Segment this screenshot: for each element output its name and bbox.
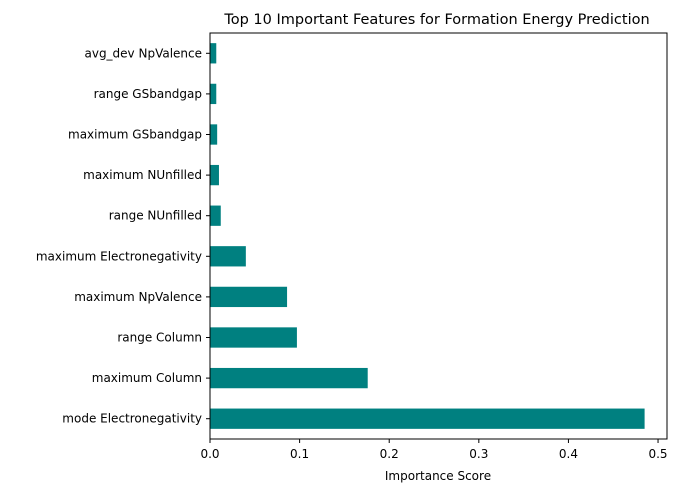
y-axis-ticks: mode Electronegativity maximum Column rang… xyxy=(36,46,210,426)
y-tick-label-7: maximum GSbandgap xyxy=(68,128,202,142)
y-tick-label-1: maximum Column xyxy=(92,371,202,385)
y-tick-label-2: range Column xyxy=(117,331,202,345)
x-tick-label-1: 0.1 xyxy=(290,447,309,461)
bar-6 xyxy=(210,164,219,186)
bars-group xyxy=(210,43,645,429)
bar-8 xyxy=(210,83,217,105)
x-tick-label-2: 0.2 xyxy=(380,447,399,461)
bar-2 xyxy=(210,327,297,348)
bar-5 xyxy=(210,205,221,226)
x-tick-label-0: 0.0 xyxy=(200,447,219,461)
chart-title: Top 10 Important Features for Formation … xyxy=(223,12,649,28)
y-tick-label-0: mode Electronegativity xyxy=(62,412,202,426)
bar-1 xyxy=(210,367,368,389)
y-tick-label-6: maximum NUnfilled xyxy=(83,168,202,182)
y-tick-label-9: avg_dev NpValence xyxy=(84,46,202,60)
plot-frame xyxy=(209,32,668,440)
x-tick-label-4: 0.4 xyxy=(559,447,578,461)
bar-7 xyxy=(210,124,218,145)
bar-9 xyxy=(210,43,217,64)
y-tick-label-8: range GSbandgap xyxy=(94,87,202,101)
y-tick-label-5: range NUnfilled xyxy=(109,209,202,223)
x-axis-label: Importance Score xyxy=(385,469,491,483)
x-axis-ticks: 0.0 0.1 0.2 0.3 0.4 0.5 xyxy=(200,439,668,461)
bar-4 xyxy=(210,246,246,267)
x-tick-label-3: 0.3 xyxy=(469,447,488,461)
y-tick-label-4: maximum Electronegativity xyxy=(36,249,202,263)
x-tick-label-5: 0.5 xyxy=(648,447,667,461)
bar-0 xyxy=(210,408,645,429)
bar-3 xyxy=(210,286,288,308)
y-tick-label-3: maximum NpValence xyxy=(74,290,202,304)
